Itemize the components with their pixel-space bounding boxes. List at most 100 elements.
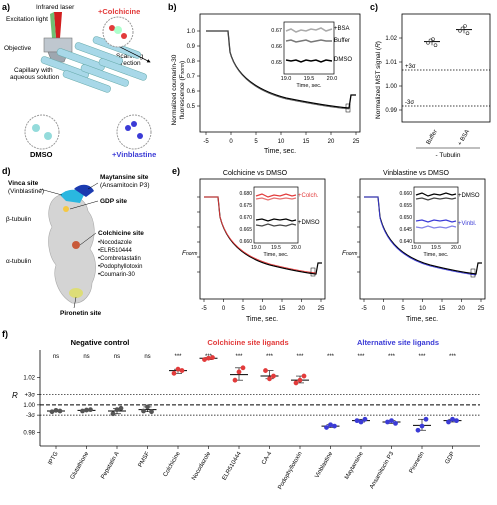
e-right-inset [413,186,459,244]
e-xtick-label: 10 [419,306,426,312]
f-point [362,416,368,422]
c-ytick-label: 1.00 [385,84,397,90]
panel-e-left-title: Colchicine vs DMSO [223,170,288,177]
e-xtick-label: 25 [478,306,485,312]
c-point [465,31,470,36]
gdp-site-label: GDP site [100,198,127,205]
f-point [179,368,185,373]
dmso-label-a: DMSO [30,150,53,159]
panel-a: a) Infrared laser Excitation light Objec… [0,0,165,160]
gdp-site-blob [63,206,69,212]
f-point [358,419,364,425]
panel-e-right-title: Vinblastine vs DMSO [383,170,450,177]
b-xtick-label: 10 [278,139,285,145]
panel-b-chart: b) Normalized coumarin-30 fluorescence (… [168,2,361,155]
vinca-site-label: Vinca site [8,180,39,187]
panel-c-frame [401,13,491,123]
e-left-inset-xt1: 19.5 [271,245,281,251]
f-point [450,416,455,422]
excitation-light-label: Excitation light [6,16,48,23]
f-point [232,377,238,383]
inset-ytick-2: 0.65 [271,60,282,66]
e-xtick-label: 5 [241,306,245,312]
inset-buffer-label: Buffer [334,38,350,44]
panel-d-illustration: d) Vinca site (Vinblastine) Maytansine s… [2,166,150,317]
panel-b-yticks: 1.0 0.9 0.8 0.7 0.6 0.5 [187,29,200,110]
inset-xtick-1: 19.5 [304,76,315,82]
f-xtick-label: Pironetin [409,451,426,475]
f-xtick-label: Vinblastine [314,450,334,479]
tubulin-structure [48,194,96,304]
e-right-inset-xlabel: Time, sec. [423,252,449,258]
f-ytick-label: +3σ [24,393,35,399]
e-left-inset [253,186,299,244]
panel-b-frame [199,13,361,133]
c-cat-buffer: Buffer [426,129,439,146]
b-ytick-label: 1.0 [187,29,196,35]
f-significance: *** [388,354,396,360]
e-inset-ytick-label: 0.680 [239,191,252,197]
panel-b-curve-2 [206,30,350,110]
f-significance: *** [174,354,182,360]
capillary-label-1: Capillary with [14,67,53,74]
b-xtick-label: 0 [229,139,233,145]
e-left-s1-label: +Colch. [298,193,319,199]
f-point [263,368,268,373]
f-group-alt: Alternative site ligands [357,338,439,347]
f-point [88,407,93,413]
panel-e-left-xlabel: Time, sec. [246,316,278,323]
e-left-inset-xlabel: Time, sec. [263,252,289,258]
b-xtick-label: 15 [303,139,310,145]
f-point [49,409,55,415]
f-point [354,418,360,424]
f-point [175,366,181,372]
inset-bsa-line [285,27,333,33]
f-point [446,419,451,425]
f-point [141,408,146,414]
f-ytick-label: 1.02 [23,375,35,381]
panel-b-zoom-box [345,103,351,113]
f-point [297,377,303,383]
c-point [463,24,467,28]
b-ytick-label: 0.8 [187,59,196,65]
panel-d-label: d) [2,166,11,176]
inset-xtick-2: 20.0 [327,76,338,82]
b-ytick-label: 0.6 [187,89,196,95]
f-point [385,419,390,425]
f-point [53,407,59,413]
inset-bsa-label: +BSA [334,26,350,32]
f-xtick-label: IPTG [48,451,60,466]
colchicine-site-label: Colchicine site [98,230,144,237]
f-xtick-label: Podophyllotoxin [277,451,303,491]
f-group-colch: Colchicine site ligands [207,338,288,347]
e-inset-ytick-label: 0.645 [399,227,412,233]
inset-xtick-0: 19.0 [281,76,292,82]
f-point [423,416,429,422]
f-point [240,365,246,371]
c-ytick-label: 0.99 [385,108,397,114]
e-inset-ytick-label: 0.655 [399,203,412,209]
e-left-curve-colch [204,196,317,274]
f-point [419,423,425,429]
panel-c-chart: c) Normalized MST signal (R) 1.021.011.0… [370,2,491,159]
capillaries [40,36,147,93]
vinblastine-circle [116,114,152,150]
vinca-site-blob [60,189,84,203]
f-point [293,380,299,386]
panel-a-label: a) [2,2,10,12]
f-hlines [40,394,480,416]
f-xtick-label: GDP [445,451,457,465]
e-inset-ytick-label: 0.660 [239,239,252,245]
f-point [415,427,421,433]
panel-c-points [424,24,472,48]
e-inset-ytick-label: 0.675 [239,203,252,209]
f-point [202,357,207,363]
f-ytick-label: 0.98 [23,430,35,436]
b-xtick-label: -5 [203,139,209,145]
e-xtick-label: 25 [318,306,325,312]
f-significance: *** [418,354,426,360]
f-point [328,422,333,428]
vinblastine-label-a: +Vinblastine [112,150,156,159]
f-xtick-label: PMSF [138,451,152,469]
f-point [267,376,272,382]
